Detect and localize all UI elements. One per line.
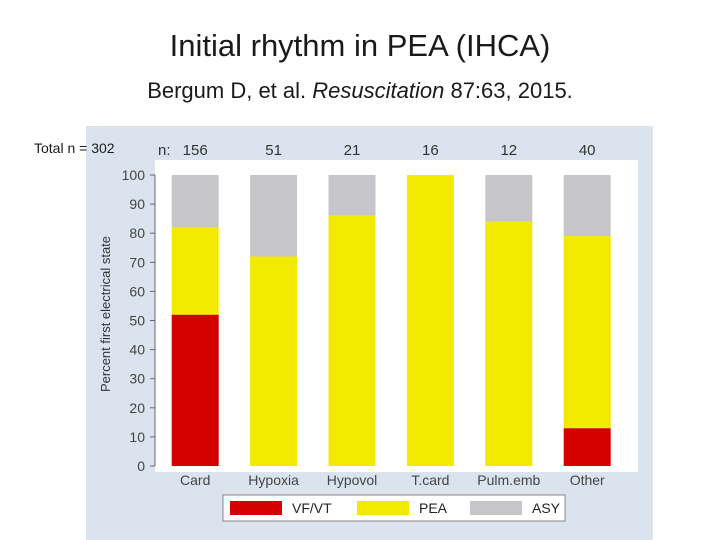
y-tick-label: 60 [129,283,145,299]
bar-segment-pea [328,215,376,466]
y-tick-label: 100 [122,167,146,183]
citation: Bergum D, et al. Resuscitation 87:63, 20… [0,78,720,104]
legend-label: PEA [419,500,448,516]
bar-segment-asy [328,175,376,216]
citation-journal: Resuscitation [312,78,445,103]
n-count-label: 12 [500,142,517,159]
bar-segment-vf-vt [563,428,611,466]
y-tick-label: 20 [129,400,145,416]
bars-layer [171,175,611,466]
legend-label: VF/VT [292,500,332,516]
bar-segment-vf-vt [171,314,219,466]
legend: VF/VT PEA ASY [222,494,566,522]
axis-layer: 0 10 20 30 40 50 60 70 80 90 100 [122,167,156,474]
citation-rest: 87:63, 2015. [444,78,573,103]
x-tick-label: Hypoxia [248,472,299,488]
y-tick-label: 30 [129,371,145,387]
bar-segment-pea [171,227,219,315]
legend-swatch-asy [470,501,522,515]
labels-layer: Card 156 Hypoxia 51 Hypovol 21 T.card 16 Pulm.em… [180,142,605,488]
x-tick-label: Hypovol [327,472,378,488]
y-tick-label: 90 [129,196,145,212]
y-tick-label: 80 [129,225,145,241]
y-tick-label: 0 [137,458,145,474]
legend-label: ASY [532,500,561,516]
citation-authors: Bergum D, et al. [147,78,313,103]
y-axis-label: Percent first electrical state [98,236,113,392]
n-label: n: [158,142,171,159]
n-count-label: 21 [344,142,361,159]
y-tick-label: 40 [129,342,145,358]
n-count-label: 51 [265,142,282,159]
x-tick-label: Other [570,472,605,488]
bar-segment-asy [250,175,298,257]
legend-swatch-vf-vt [230,501,282,515]
bar-segment-asy [171,175,219,228]
n-count-label: 16 [422,142,439,159]
y-tick-label: 50 [129,313,145,329]
bar-segment-pea [485,221,533,466]
bar-segment-pea [250,256,298,466]
x-tick-label: Pulm.emb [477,472,540,488]
slide-title: Initial rhythm in PEA (IHCA) [169,28,551,63]
n-count-label: 156 [183,142,208,159]
total-n-label: Total n = 302 [34,140,115,156]
legend-swatch-pea [357,501,409,515]
bar-segment-pea [563,236,611,429]
n-count-label: 40 [579,142,596,159]
bar-segment-asy [485,175,533,222]
x-tick-label: T.card [411,472,449,488]
y-tick-label: 10 [129,429,145,445]
x-tick-label: Card [180,472,210,488]
bar-segment-asy [563,175,611,237]
bar-segment-pea [406,175,454,466]
y-tick-label: 70 [129,254,145,270]
plot-area [155,160,638,472]
